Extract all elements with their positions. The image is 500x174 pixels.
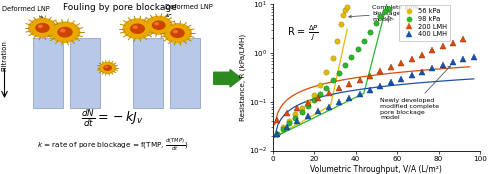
Text: Filtration: Filtration [2,40,8,71]
Bar [170,38,200,108]
Text: Newly developed
modified complete
pore blockage
model: Newly developed modified complete pore b… [380,66,450,120]
Circle shape [152,20,166,30]
X-axis label: Volumetric Throughput, V/A (L/m²): Volumetric Throughput, V/A (L/m²) [310,165,442,174]
Circle shape [99,62,116,74]
Bar [70,38,100,108]
Circle shape [100,63,115,73]
Bar [32,38,62,108]
Circle shape [50,21,80,43]
Circle shape [154,22,159,26]
Circle shape [35,23,50,33]
Circle shape [132,25,138,29]
Circle shape [28,18,57,38]
Circle shape [125,20,150,38]
Circle shape [38,25,43,28]
Text: Deformed LNP: Deformed LNP [2,6,50,18]
Text: R = $\frac{\Delta P}{J}$: R = $\frac{\Delta P}{J}$ [287,23,319,42]
Circle shape [163,23,192,43]
Text: Complete pore
blockage
model: Complete pore blockage model [349,5,418,22]
Circle shape [104,66,108,68]
Circle shape [165,25,190,42]
Text: Deformed LNP: Deformed LNP [165,4,213,16]
Circle shape [57,27,73,38]
Circle shape [122,18,152,39]
Circle shape [30,19,55,36]
Y-axis label: Resistance, R (kPa/LMH): Resistance, R (kPa/LMH) [240,34,246,121]
Circle shape [147,17,171,33]
Legend: 56 kPa, 98 kPa, 200 LMH, 400 LMH: 56 kPa, 98 kPa, 200 LMH, 400 LMH [399,5,450,41]
Bar [132,38,162,108]
Circle shape [130,23,145,34]
Circle shape [170,28,185,38]
FancyArrow shape [214,70,241,87]
Circle shape [60,29,66,33]
Circle shape [52,23,78,41]
Text: $\frac{dN}{dt} = -kJ_v$: $\frac{dN}{dt} = -kJ_v$ [81,107,144,129]
Circle shape [172,30,178,33]
Circle shape [103,65,112,71]
Circle shape [145,16,172,35]
Text: $k$ = rate of pore blockage = f(TMP, $\frac{d(TMP)}{dt}$): $k$ = rate of pore blockage = f(TMP, $\f… [37,138,188,154]
Text: Fouling by pore blockage: Fouling by pore blockage [63,3,177,12]
